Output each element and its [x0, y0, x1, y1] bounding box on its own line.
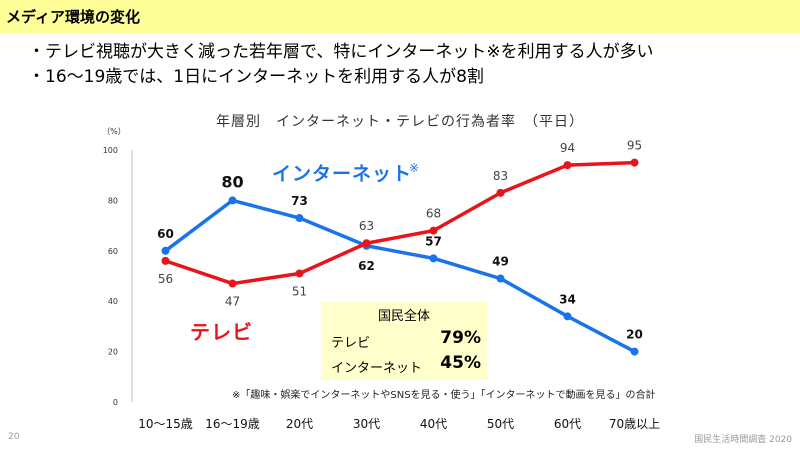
- data-label: 56: [158, 272, 173, 286]
- data-label: 51: [292, 284, 307, 298]
- slide-title: メディア環境の変化: [6, 8, 140, 26]
- header-banner: メディア環境の変化: [0, 0, 800, 33]
- summary-title: 国民全体: [377, 309, 430, 324]
- data-point: [362, 239, 371, 248]
- data-label: 34: [559, 292, 576, 306]
- data-label: 95: [627, 139, 642, 153]
- data-point: [228, 279, 237, 288]
- chart-title: 年層別 インターネット・テレビの行為者率 （平日）: [216, 114, 584, 130]
- footnote: ※「趣味・娯楽でインターネットやSNSを見る・使う」「インターネットで動画を見る…: [232, 390, 656, 401]
- summary-label: インターネット: [331, 361, 423, 376]
- data-point: [563, 312, 572, 321]
- x-tick-label: 40代: [420, 417, 447, 431]
- data-label: 49: [492, 255, 509, 269]
- data-label: 20: [626, 328, 643, 342]
- data-label: 62: [358, 259, 375, 273]
- data-label: 73: [291, 194, 308, 208]
- data-point: [295, 269, 304, 278]
- data-label: 63: [359, 219, 374, 233]
- summary-row-internet: インターネット 45%: [331, 353, 481, 376]
- bullet-list: ・テレビ視聴が大きく減った若年層で、特にインターネット※を利用する人が多い ・1…: [28, 40, 654, 90]
- x-tick-label: 30代: [353, 417, 380, 431]
- series-line: [164, 198, 636, 354]
- data-point: [496, 188, 505, 197]
- data-point: [228, 196, 237, 205]
- data-point: [161, 246, 170, 255]
- series-label-mark: ※: [409, 161, 419, 175]
- y-tick-label: 40: [108, 297, 118, 306]
- data-label: 47: [225, 295, 240, 309]
- data-point: [496, 274, 505, 283]
- y-tick-label: 20: [108, 348, 118, 357]
- data-point: [429, 226, 438, 235]
- x-tick-label: 20代: [286, 417, 313, 431]
- x-tick-label: 16～19歳: [205, 417, 260, 431]
- x-tick-label: 70歳以上: [609, 417, 660, 431]
- data-label: 83: [493, 169, 508, 183]
- data-point: [563, 161, 572, 170]
- y-tick-label: 80: [108, 196, 118, 205]
- summary-value: 79%: [440, 328, 481, 348]
- bullet-item: ・16～19歳では、1日にインターネットを利用する人が8割: [28, 67, 484, 87]
- y-tick-label: 0: [113, 398, 118, 407]
- data-label: 80: [221, 172, 243, 191]
- x-tick-label: 60代: [554, 417, 581, 431]
- bullet-item: ・テレビ視聴が大きく減った若年層で、特にインターネット※を利用する人が多い: [28, 42, 654, 62]
- series-label-internet: インターネット: [272, 163, 412, 185]
- y-tick-label: 60: [108, 247, 118, 256]
- data-point: [630, 158, 639, 167]
- series-line: [164, 160, 635, 286]
- data-point: [295, 214, 304, 223]
- summary-value: 45%: [440, 353, 481, 373]
- data-label: 60: [157, 227, 174, 241]
- data-point: [630, 347, 639, 356]
- data-label: 68: [426, 207, 441, 221]
- data-label: 57: [425, 234, 442, 248]
- series-label-tv: テレビ: [190, 320, 253, 344]
- summary-box: 国民全体 テレビ 79% インターネット 45%: [321, 302, 487, 380]
- data-label: 94: [560, 141, 575, 155]
- page-number: 20: [8, 432, 20, 442]
- data-point: [429, 254, 438, 263]
- summary-row-tv: テレビ 79%: [331, 328, 481, 351]
- summary-label: テレビ: [331, 336, 371, 351]
- data-point: [161, 256, 170, 265]
- x-tick-label: 10～15歳: [138, 417, 193, 431]
- source-label: 国民生活時間調査 2020: [694, 435, 792, 445]
- x-tick-label: 50代: [487, 417, 514, 431]
- y-tick-label: 100: [103, 146, 118, 155]
- y-axis-unit: （%）: [102, 127, 126, 136]
